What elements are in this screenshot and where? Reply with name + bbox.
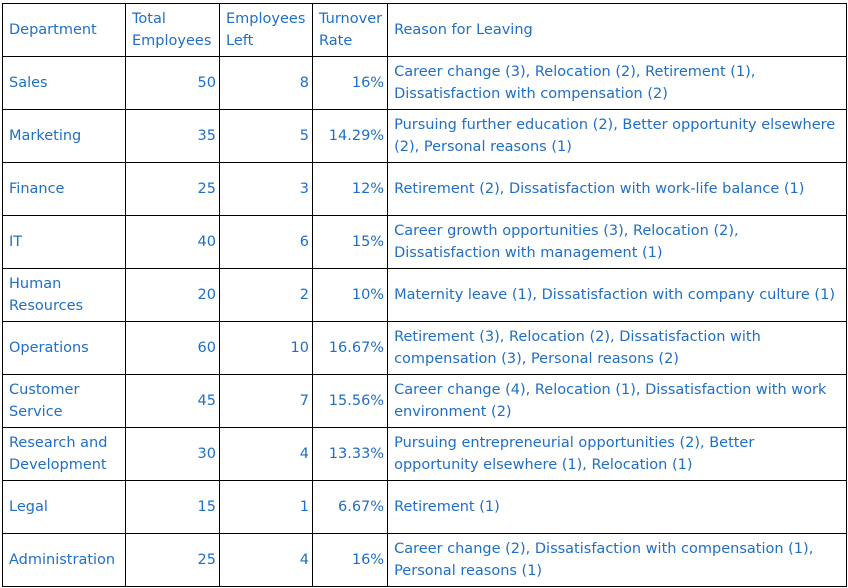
cell-employees-left: 4 [219, 427, 313, 481]
cell-employees-left: 4 [219, 533, 313, 587]
cell-department: Operations [2, 321, 126, 375]
cell-employees-left: 5 [219, 109, 313, 163]
header-employees-left: Employees Left [219, 3, 313, 57]
table-header-row: Department Total Employees Employees Lef… [2, 3, 848, 57]
cell-employees-left: 8 [219, 56, 313, 110]
cell-department: Human Resources [2, 268, 126, 322]
cell-department: IT [2, 215, 126, 269]
cell-employees-left: 7 [219, 374, 313, 428]
header-total-employees: Total Employees [125, 3, 220, 57]
cell-employees-left: 3 [219, 162, 313, 216]
table-row: IT 40 6 15% Career growth opportunities … [2, 215, 848, 269]
cell-turnover-rate: 13.33% [311, 427, 389, 481]
header-turnover-rate: Turnover Rate [311, 3, 389, 57]
cell-turnover-rate: 6.67% [311, 480, 389, 534]
table-row: Operations 60 10 16.67% Retirement (3), … [2, 321, 848, 375]
cell-total-employees: 25 [125, 533, 220, 587]
cell-employees-left: 10 [219, 321, 313, 375]
cell-turnover-rate: 15% [311, 215, 389, 269]
table-row: Research and Development 30 4 13.33% Pur… [2, 427, 848, 481]
cell-total-employees: 45 [125, 374, 220, 428]
cell-reason: Retirement (2), Dissatisfaction with wor… [387, 162, 848, 216]
cell-employees-left: 6 [219, 215, 313, 269]
table-row: Legal 15 1 6.67% Retirement (1) [2, 480, 848, 534]
table-row: Human Resources 20 2 10% Maternity leave… [2, 268, 848, 322]
cell-turnover-rate: 16.67% [311, 321, 389, 375]
table-row: Finance 25 3 12% Retirement (2), Dissati… [2, 162, 848, 216]
cell-reason: Pursuing entrepreneurial opportunities (… [387, 427, 848, 481]
cell-reason: Pursuing further education (2), Better o… [387, 109, 848, 163]
cell-turnover-rate: 14.29% [311, 109, 389, 163]
cell-department: Marketing [2, 109, 126, 163]
cell-total-employees: 25 [125, 162, 220, 216]
cell-turnover-rate: 10% [311, 268, 389, 322]
cell-total-employees: 60 [125, 321, 220, 375]
cell-department: Sales [2, 56, 126, 110]
turnover-table: Department Total Employees Employees Lef… [2, 3, 848, 587]
cell-total-employees: 15 [125, 480, 220, 534]
table-row: Customer Service 45 7 15.56% Career chan… [2, 374, 848, 428]
cell-department: Finance [2, 162, 126, 216]
table-row: Sales 50 8 16% Career change (3), Reloca… [2, 56, 848, 110]
cell-reason: Maternity leave (1), Dissatisfaction wit… [387, 268, 848, 322]
header-department: Department [2, 3, 126, 57]
cell-employees-left: 1 [219, 480, 313, 534]
cell-total-employees: 35 [125, 109, 220, 163]
cell-reason: Retirement (3), Relocation (2), Dissatis… [387, 321, 848, 375]
cell-turnover-rate: 15.56% [311, 374, 389, 428]
cell-total-employees: 40 [125, 215, 220, 269]
table-row: Administration 25 4 16% Career change (2… [2, 533, 848, 587]
cell-reason: Career change (4), Relocation (1), Dissa… [387, 374, 848, 428]
cell-reason: Career growth opportunities (3), Relocat… [387, 215, 848, 269]
cell-total-employees: 30 [125, 427, 220, 481]
cell-reason: Retirement (1) [387, 480, 848, 534]
cell-employees-left: 2 [219, 268, 313, 322]
cell-reason: Career change (3), Relocation (2), Retir… [387, 56, 848, 110]
cell-turnover-rate: 16% [311, 56, 389, 110]
cell-turnover-rate: 12% [311, 162, 389, 216]
cell-department: Customer Service [2, 374, 126, 428]
cell-total-employees: 50 [125, 56, 220, 110]
table-row: Marketing 35 5 14.29% Pursuing further e… [2, 109, 848, 163]
cell-total-employees: 20 [125, 268, 220, 322]
cell-department: Legal [2, 480, 126, 534]
cell-department: Administration [2, 533, 126, 587]
cell-department: Research and Development [2, 427, 126, 481]
cell-reason: Career change (2), Dissatisfaction with … [387, 533, 848, 587]
header-reason: Reason for Leaving [387, 3, 848, 57]
cell-turnover-rate: 16% [311, 533, 389, 587]
